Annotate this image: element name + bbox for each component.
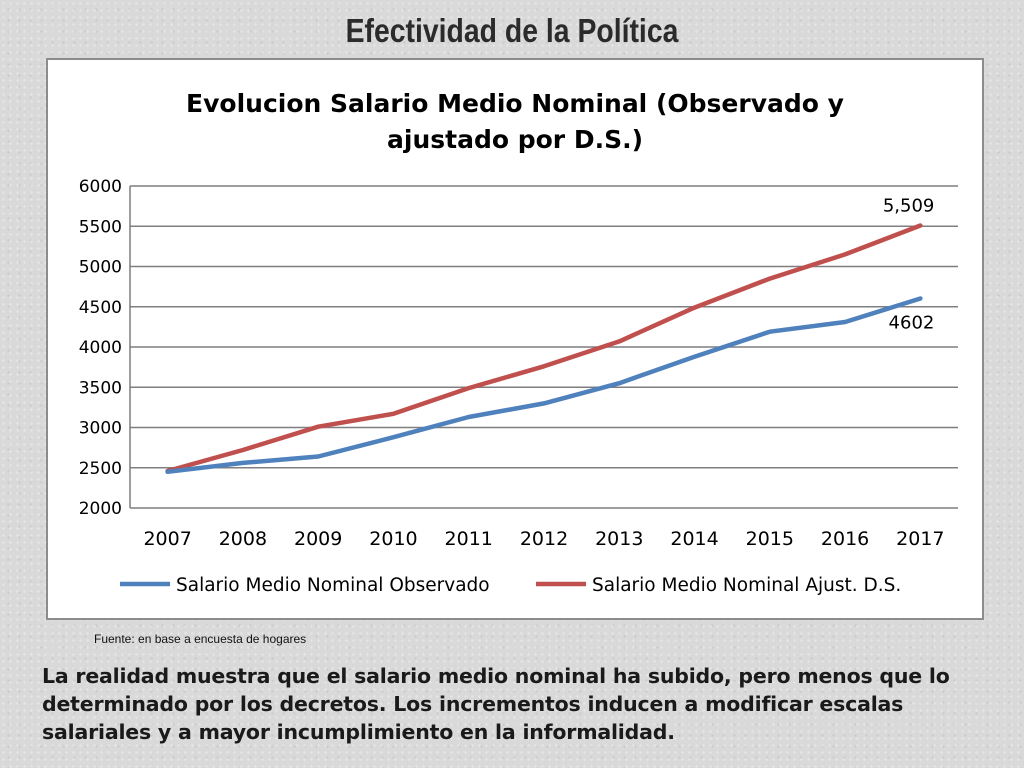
x-axis: 2007 2008 2009 2010 2011 2012 2013 2014 2015 2016… <box>143 528 944 550</box>
x-tick-label: 2014 <box>670 528 718 550</box>
chart-title-line-1: Evolucion Salario Medio Nominal (Observa… <box>186 89 844 118</box>
series-end-label: 5,509 <box>883 196 935 217</box>
series-end-label: 4602 <box>889 313 935 334</box>
x-tick-label: 2012 <box>520 528 568 550</box>
y-tick-label: 4500 <box>79 298 122 318</box>
y-tick-label: 5000 <box>79 258 122 278</box>
y-tick-label: 2000 <box>79 499 122 519</box>
conclusion-text: La realidad muestra que el salario medio… <box>42 664 950 744</box>
x-tick-label: 2010 <box>369 528 417 550</box>
y-tick-label: 4000 <box>79 338 122 358</box>
y-tick-label: 2500 <box>79 459 122 479</box>
line-chart: Evolucion Salario Medio Nominal (Observa… <box>79 89 958 596</box>
x-tick-label: 2016 <box>821 528 869 550</box>
y-tick-label: 6000 <box>79 177 122 197</box>
series-line-0 <box>165 296 923 475</box>
y-tick-label: 3000 <box>79 419 122 439</box>
chart-gridlines <box>130 185 958 509</box>
x-tick-label: 2011 <box>445 528 493 550</box>
x-tick-label: 2017 <box>896 528 944 550</box>
x-tick-label: 2015 <box>746 528 794 550</box>
legend-label: Salario Medio Nominal Observado <box>176 575 490 596</box>
chart-frame: Evolucion Salario Medio Nominal (Observa… <box>46 58 984 620</box>
x-tick-label: 2013 <box>595 528 643 550</box>
x-tick-label: 2007 <box>143 528 191 550</box>
chart-legend: Salario Medio Nominal Observado Salario M… <box>120 575 901 596</box>
series-line-1 <box>165 223 923 474</box>
x-tick-label: 2009 <box>294 528 342 550</box>
source-note: Fuente: en base a encuesta de hogares <box>94 632 307 646</box>
chart-title-line-2: ajustado por D.S.) <box>387 125 643 154</box>
y-tick-label: 3500 <box>79 378 122 398</box>
legend-label: Salario Medio Nominal Ajust. D.S. <box>592 575 901 596</box>
slide-title: Efectividad de la Política <box>345 12 679 49</box>
y-axis: 6000 5500 5000 4500 4000 3500 3000 2500 2000 <box>79 177 131 519</box>
chart-series: 4602 5,509 <box>165 196 935 475</box>
y-tick-label: 5500 <box>79 217 122 237</box>
x-tick-label: 2008 <box>219 528 267 550</box>
